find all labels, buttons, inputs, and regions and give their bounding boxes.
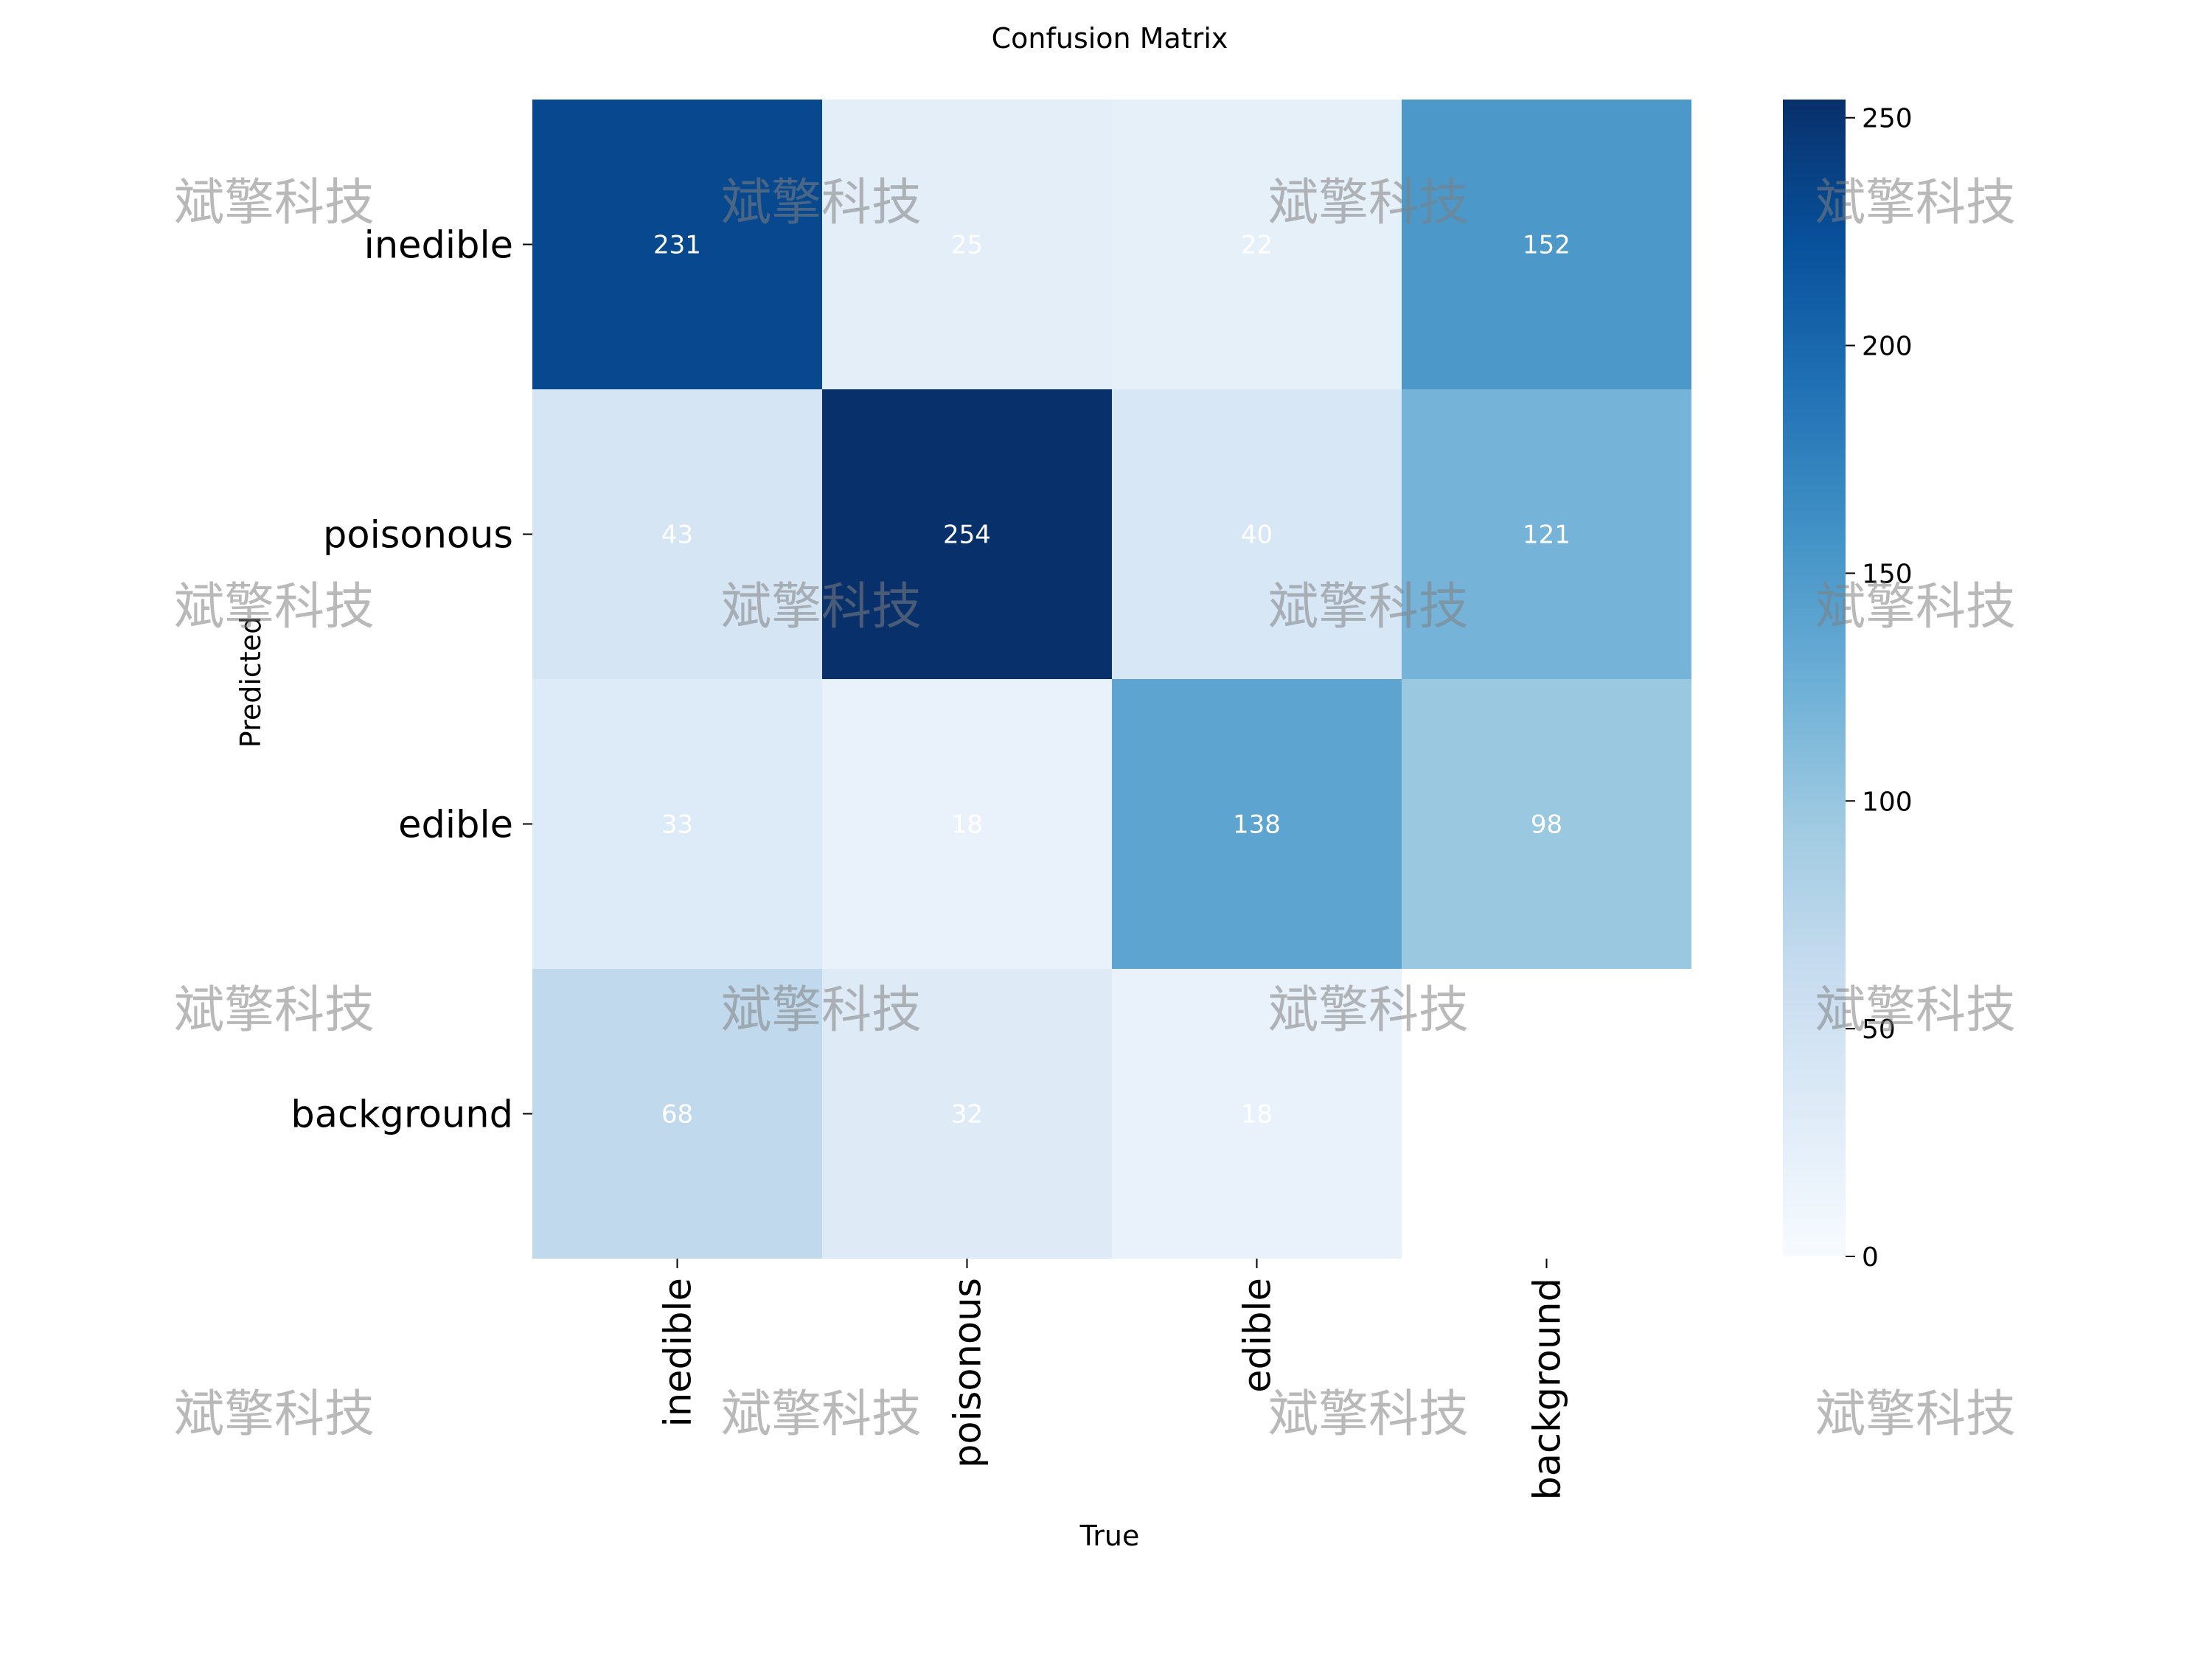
heatmap-cell	[1112, 389, 1402, 679]
x-tick-label: edible	[1237, 1278, 1280, 1393]
heatmap-cell	[822, 389, 1112, 679]
watermark-text: 斌擎科技	[174, 981, 375, 1040]
cell-value-label: 18	[1241, 1100, 1273, 1130]
watermark-text: 斌擎科技	[1815, 174, 2016, 232]
y-axis-label: Predicted	[234, 616, 267, 748]
y-tick-label: background	[291, 1093, 513, 1137]
heatmap-cell	[532, 679, 822, 969]
watermark-text: 斌擎科技	[721, 174, 922, 232]
cell-value-label: 25	[951, 231, 983, 260]
watermark-text: 斌擎科技	[1268, 1385, 1469, 1444]
cell-value-labels: 231 25 22 152 43 254 40 121 33 18 138 98 68 32 18	[653, 231, 1571, 1130]
heatmap-cell	[822, 679, 1112, 969]
heatmap-cell	[532, 389, 822, 679]
heatmap-cell	[822, 969, 1112, 1259]
colorbar-ticks: 0 50 100 150 200 250	[1846, 104, 1913, 1273]
heatmap-cell	[532, 969, 822, 1259]
heatmap-cell	[822, 100, 1112, 389]
cell-value-label: 40	[1241, 521, 1273, 550]
heatmap-cell	[1112, 100, 1402, 389]
watermark-text: 斌擎科技	[174, 578, 375, 636]
cell-value-label: 152	[1523, 231, 1571, 260]
heatmap-cells	[532, 100, 1691, 1259]
cell-value-label: 32	[951, 1100, 983, 1130]
heatmap-cell	[1112, 679, 1402, 969]
heatmap-cell	[1112, 969, 1402, 1259]
cell-value-label: 138	[1233, 810, 1281, 840]
watermark-text: 斌擎科技	[174, 174, 375, 232]
x-tick-label: background	[1526, 1278, 1570, 1500]
cell-value-label: 22	[1241, 231, 1273, 260]
x-tick-label: poisonous	[947, 1278, 990, 1468]
y-axis-ticks: inedible poisonous edible background	[291, 224, 532, 1137]
watermark-text: 斌擎科技	[1815, 1385, 2016, 1444]
x-axis-label: True	[1079, 1520, 1140, 1552]
cell-value-label: 43	[661, 521, 693, 550]
colorbar-tick-label: 50	[1862, 1015, 1896, 1045]
colorbar-tick-label: 100	[1862, 787, 1913, 817]
colorbar-tick-label: 0	[1862, 1242, 1879, 1273]
y-tick-label: poisonous	[323, 514, 513, 557]
cell-value-label: 68	[661, 1100, 693, 1130]
cell-value-label: 231	[653, 231, 701, 260]
heatmap-cell	[532, 100, 822, 389]
heatmap-cell	[1402, 100, 1691, 389]
chart-title: Confusion Matrix	[992, 22, 1228, 55]
watermark-text: 斌擎科技	[1815, 981, 2016, 1040]
watermark-text: 斌擎科技	[1815, 578, 2016, 636]
watermark-text: 斌擎科技	[721, 981, 922, 1040]
watermark-text: 斌擎科技	[721, 578, 922, 636]
cell-value-label: 254	[943, 521, 991, 550]
colorbar-tick-label: 250	[1862, 104, 1913, 134]
colorbar-tick-label: 150	[1862, 559, 1913, 589]
x-tick-label: inedible	[657, 1278, 700, 1427]
cell-value-label: 98	[1531, 810, 1562, 840]
watermark-text: 斌擎科技	[1268, 174, 1469, 232]
cell-value-label: 121	[1523, 521, 1571, 550]
colorbar	[1783, 100, 1846, 1256]
heatmap-cell	[1402, 389, 1691, 679]
y-tick-label: inedible	[364, 224, 513, 268]
cell-value-label: 18	[951, 810, 983, 840]
heatmap-cell	[1402, 679, 1691, 969]
watermark-text: 斌擎科技	[1268, 578, 1469, 636]
x-axis-ticks: inedible poisonous edible background	[657, 1259, 1570, 1500]
y-tick-label: edible	[398, 804, 513, 847]
watermark-text: 斌擎科技	[174, 1385, 375, 1444]
watermark-text: 斌擎科技	[1268, 981, 1469, 1040]
colorbar-tick-label: 200	[1862, 332, 1913, 362]
cell-value-label: 33	[661, 810, 693, 840]
watermark-text: 斌擎科技	[721, 1385, 922, 1444]
